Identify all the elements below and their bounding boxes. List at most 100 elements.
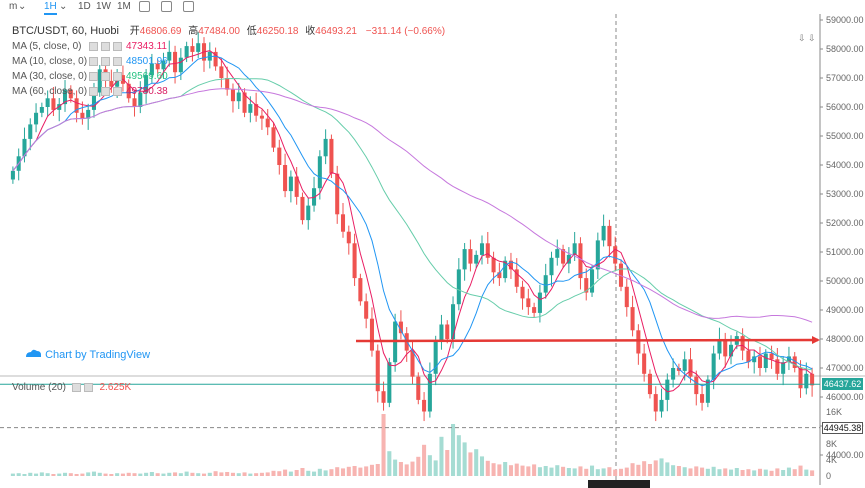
settings-icon[interactable] <box>101 72 110 81</box>
candle-body <box>346 231 351 244</box>
ma-30-line <box>12 77 813 371</box>
indicator-value: 49569.60 <box>126 71 168 82</box>
settings-icon[interactable] <box>183 1 194 12</box>
candle-body <box>700 394 705 403</box>
volume-bar <box>647 464 652 476</box>
candle-body <box>572 243 577 255</box>
high-value: 47484.00 <box>198 26 240 37</box>
settings-icon[interactable] <box>101 87 110 96</box>
symbol-dropdown-icon[interactable]: ⌄ <box>18 1 27 12</box>
candle-body <box>705 379 710 403</box>
price-tick-label: 47000.00 <box>826 363 864 373</box>
volume-bar <box>149 472 154 476</box>
candle-body <box>294 176 299 197</box>
volume-bar <box>445 450 450 476</box>
candle-body <box>132 98 137 107</box>
volume-bar <box>358 467 363 476</box>
volume-bar <box>300 468 305 476</box>
candle-body <box>642 353 647 374</box>
close-icon[interactable] <box>113 87 122 96</box>
close-value: 46493.21 <box>315 26 357 37</box>
candle-body <box>340 214 346 232</box>
candle-body <box>265 118 270 128</box>
volume-bar <box>485 460 490 476</box>
candle-body <box>248 104 253 113</box>
candle-body <box>636 330 641 354</box>
volume-bar <box>364 466 369 476</box>
visibility-icon[interactable] <box>89 42 98 51</box>
volume-bar <box>526 466 531 476</box>
indicators-icon[interactable] <box>161 1 172 12</box>
indicator-row-ma60[interactable]: MA (60, close, 0) 49780.38 <box>12 84 445 99</box>
volume-bar <box>474 449 479 476</box>
volume-bar <box>259 472 264 476</box>
candle-body <box>543 275 548 293</box>
interval-1h-button[interactable]: 1H <box>44 1 57 15</box>
settings-icon[interactable] <box>101 57 110 66</box>
volume-bar <box>352 466 357 476</box>
volume-bar <box>810 470 815 476</box>
close-icon[interactable] <box>113 72 122 81</box>
candle-body <box>178 57 183 73</box>
settings-icon[interactable] <box>71 382 81 392</box>
indicator-name: MA (30, close, 0) <box>12 71 88 82</box>
volume-bar <box>219 472 224 476</box>
scale-buttons[interactable]: ⇩ ⇩ <box>798 33 816 43</box>
volume-tick-label: 4K <box>826 455 837 465</box>
volume-bar <box>642 461 647 476</box>
last-price-tag: 46437.62 <box>822 378 863 391</box>
tradingview-branding[interactable]: Chart by TradingView <box>24 348 150 361</box>
candle-body <box>149 63 154 76</box>
volume-bar <box>173 472 178 476</box>
volume-bar <box>138 473 143 476</box>
volume-bar <box>578 466 583 476</box>
volume-bar <box>734 468 739 476</box>
candle-body <box>566 254 571 264</box>
volume-bar <box>433 460 438 476</box>
close-icon[interactable] <box>113 57 122 66</box>
volume-bar <box>624 467 629 476</box>
price-tick-label: 51000.00 <box>826 247 864 257</box>
candle-body <box>804 373 809 389</box>
volume-bar <box>288 471 293 476</box>
indicator-row-ma30[interactable]: MA (30, close, 0) 49569.60 <box>12 69 445 84</box>
volume-bar <box>520 465 525 476</box>
price-tick-label: 46000.00 <box>826 392 864 402</box>
indicator-row-ma5[interactable]: MA (5, close, 0) 47343.11 <box>12 39 445 54</box>
candle-body <box>503 260 508 279</box>
candle-body <box>578 243 583 279</box>
volume-bar <box>752 470 757 476</box>
candle-body <box>671 368 676 380</box>
visibility-icon[interactable] <box>89 72 98 81</box>
chart-canvas[interactable]: 59000.00 58000.00 57000.00 56000.00 55000.00… <box>0 14 865 485</box>
ma-60-line <box>12 88 813 323</box>
close-icon[interactable] <box>83 382 93 392</box>
interval-1d-button[interactable]: 1D <box>78 1 91 12</box>
volume-bar <box>566 468 571 476</box>
candle-body <box>752 356 757 363</box>
chart-type-icon[interactable] <box>139 1 150 12</box>
candle-body <box>358 278 363 302</box>
candle-body <box>364 301 369 319</box>
symbol-search-button[interactable]: m <box>9 1 18 12</box>
close-icon[interactable] <box>113 42 122 51</box>
candle-body <box>34 112 39 125</box>
candle-body <box>387 362 392 403</box>
interval-1m-button[interactable]: 1M <box>117 1 131 12</box>
interval-1w-button[interactable]: 1W <box>96 1 111 12</box>
volume-bar <box>10 473 15 476</box>
low-value: 46250.18 <box>256 26 299 37</box>
branding-text: Chart by TradingView <box>45 349 151 361</box>
candle-body <box>659 399 664 412</box>
visibility-icon[interactable] <box>89 57 98 66</box>
indicator-row-ma10[interactable]: MA (10, close, 0) 48501.96 <box>12 54 445 69</box>
settings-icon[interactable] <box>101 42 110 51</box>
candle-body <box>445 324 450 339</box>
candle-body <box>236 92 241 102</box>
volume-indicator-name: Volume (20) <box>12 382 66 393</box>
volume-bar <box>694 466 699 476</box>
candle-body <box>381 391 386 403</box>
interval-dropdown-icon[interactable]: ⌄ <box>59 1 68 12</box>
visibility-icon[interactable] <box>89 87 98 96</box>
candle-body <box>91 92 97 110</box>
